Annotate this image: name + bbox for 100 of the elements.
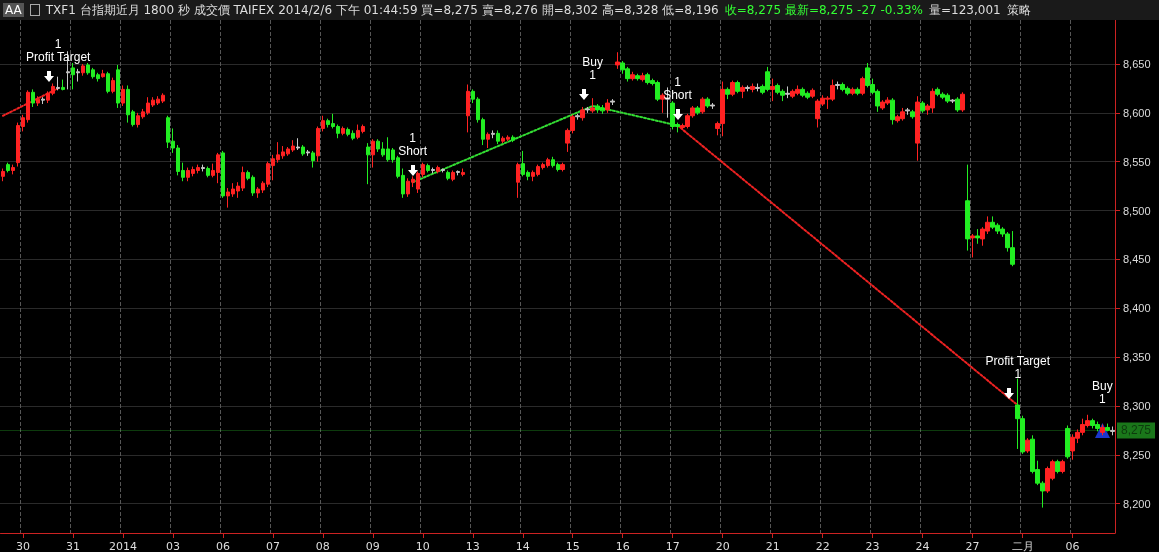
- candlestick: [511, 134, 515, 143]
- candlestick: [341, 126, 345, 136]
- x-tick-label: 07: [265, 540, 280, 552]
- chart-subtitle: 收=8,275 最新=8,275 -27 -0.33%: [724, 1, 923, 19]
- candlestick: [1055, 459, 1060, 474]
- candlestick: [311, 150, 315, 169]
- x-tick-label: 09: [365, 540, 380, 552]
- candlestick: [635, 73, 640, 82]
- candlestick: [121, 84, 125, 107]
- candlestick: [56, 76, 60, 91]
- x-tick-label: 27: [965, 540, 980, 552]
- candlestick: [301, 144, 305, 157]
- x-tick-label: 16: [615, 540, 630, 552]
- candlestick: [206, 166, 210, 178]
- candlestick: [575, 113, 580, 121]
- candlestick: [915, 95, 920, 162]
- candlestick: [750, 83, 755, 93]
- candlestick: [61, 79, 65, 91]
- candlestick: [516, 162, 520, 199]
- candlestick: [725, 86, 730, 100]
- candlestick: [890, 97, 895, 126]
- y-tick-label: 8,350: [1123, 351, 1151, 364]
- x-tick-label: 2014: [108, 540, 137, 552]
- candlestick: [431, 167, 435, 174]
- x-tick-label: 17: [665, 540, 680, 552]
- candlestick: [850, 86, 855, 96]
- candlestick: [560, 162, 565, 172]
- candlestick: [745, 84, 750, 92]
- candlestick: [6, 162, 10, 173]
- x-tick-label: 31: [65, 540, 80, 552]
- candlestick: [705, 96, 710, 109]
- candlestick: [835, 81, 840, 90]
- candlestick: [466, 83, 470, 133]
- candlestick: [700, 96, 705, 115]
- candlestick: [860, 76, 865, 96]
- ref-line-label: 8,275: [1121, 423, 1152, 438]
- candlestick: [585, 106, 590, 114]
- candlestick: [640, 72, 645, 83]
- candlestick: [1100, 424, 1105, 436]
- candlestick: [441, 168, 445, 173]
- candlestick: [770, 78, 775, 102]
- x-tick-label: 二月: [1011, 540, 1034, 552]
- x-tick-label: 06: [215, 540, 230, 552]
- candlestick: [630, 71, 635, 82]
- candlestick: [11, 164, 15, 175]
- candlestick: [1110, 425, 1115, 436]
- annotation: Buy 1: [1092, 379, 1113, 407]
- candlestick: [296, 137, 300, 151]
- candlestick: [755, 83, 760, 92]
- candlestick: [1105, 423, 1110, 432]
- x-tick-label: 21: [765, 540, 780, 552]
- x-tick-label: 22: [815, 540, 830, 552]
- candlestick: [221, 150, 225, 199]
- candlestick: [970, 233, 975, 258]
- x-tick-label: 14: [515, 540, 530, 552]
- candlestick: [71, 62, 75, 90]
- candlestick: [111, 77, 115, 94]
- y-tick-label: 8,200: [1123, 497, 1151, 510]
- candlestick: [451, 169, 455, 182]
- y-tick-label: 8,500: [1123, 204, 1151, 217]
- candlestick: [605, 98, 610, 114]
- text: AA: [3, 3, 24, 17]
- text: 量=123,001: [928, 1, 1001, 19]
- annotation: Profit Target 1: [985, 353, 1051, 381]
- y-tick-label: 8,400: [1123, 302, 1151, 315]
- candlestick: [950, 98, 955, 104]
- candlestick: [31, 88, 35, 108]
- candlestick: [920, 100, 925, 114]
- candlestick: [955, 96, 960, 113]
- candlestick: [1060, 459, 1065, 474]
- candlestick: [660, 92, 665, 114]
- candlestick: [371, 138, 375, 169]
- candlestick: [910, 109, 915, 120]
- candlestick: [1025, 437, 1030, 454]
- candlestick: [590, 97, 595, 114]
- candlestick: [855, 86, 860, 96]
- annotation: Buy 1: [582, 54, 603, 82]
- candlestick: [580, 106, 585, 122]
- y-tick-label: 8,650: [1123, 57, 1151, 70]
- candlestick: [1, 168, 5, 182]
- y-tick-label: 8,450: [1123, 253, 1151, 266]
- x-tick-label: 10: [415, 540, 430, 552]
- x-tick-label: 08: [315, 540, 330, 552]
- x-tick-label: 13: [465, 540, 480, 552]
- candlestick: [201, 164, 205, 172]
- x-tick-label: 06: [1065, 540, 1080, 552]
- candlestick: [965, 164, 970, 252]
- x-tick-label: 15: [565, 540, 580, 552]
- candlestick: [810, 87, 815, 99]
- chart-title: TXF1 台指期近月 1800 秒 成交價 TAIFEX 2014/2/6 下午 01:44:59 買=8,275 賣=8,276 開=8,302 高=8,328 低=8,196: [45, 1, 719, 19]
- candlestick: [735, 80, 740, 94]
- candlestick: [695, 105, 700, 116]
- x-tick-label: 24: [915, 540, 930, 552]
- y-tick-label: 8,550: [1123, 155, 1151, 168]
- candlestick: [905, 107, 910, 116]
- x-tick-label: 20: [715, 540, 730, 552]
- candlestick: [491, 129, 495, 139]
- candlestick: [610, 98, 615, 106]
- y-tick-label: 8,250: [1123, 448, 1151, 461]
- candlestick: [366, 142, 370, 185]
